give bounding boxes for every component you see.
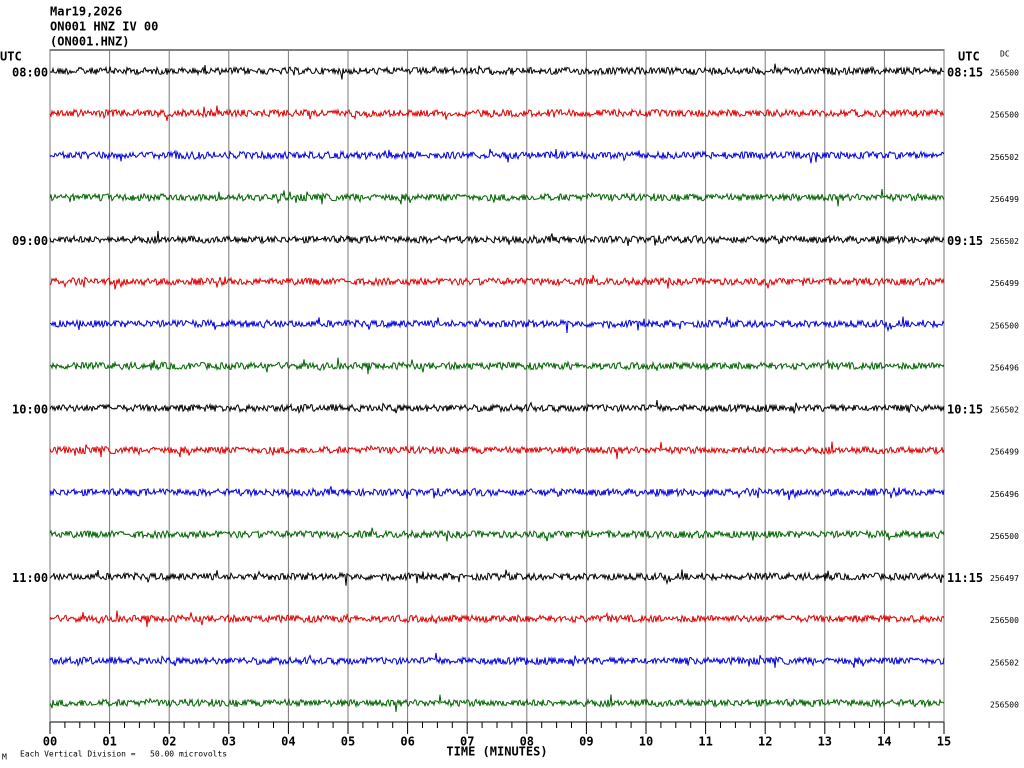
seismic-trace: [49, 148, 945, 164]
seismic-trace: [49, 652, 945, 668]
dc-label: DC: [1000, 50, 1010, 59]
dc-value: 256500: [990, 701, 1019, 710]
dc-value: 256499: [990, 279, 1019, 288]
row-start-time: 09:00: [12, 234, 48, 248]
x-tick-label: 12: [758, 735, 772, 749]
seismic-trace: [49, 230, 945, 246]
dc-value: 256496: [990, 490, 1019, 499]
x-tick-label: 09: [579, 735, 593, 749]
row-start-time: 10:00: [12, 403, 48, 417]
seismic-trace: [49, 441, 945, 460]
x-tick-label: 13: [818, 735, 832, 749]
seismic-trace: [49, 357, 945, 375]
seismic-trace: [49, 694, 945, 712]
x-tick-label: 01: [102, 735, 116, 749]
seismic-trace: [49, 105, 945, 121]
left-unit: UTC: [0, 50, 22, 64]
dc-value: 256497: [990, 574, 1019, 583]
seismic-trace: [49, 274, 945, 290]
x-tick-label: 00: [43, 735, 57, 749]
x-tick-label: 05: [341, 735, 355, 749]
x-tick-label: 03: [222, 735, 236, 749]
dc-value: 256496: [990, 363, 1019, 372]
seismic-trace: [49, 569, 945, 586]
row-end-time: 09:15: [947, 234, 983, 248]
seismic-trace: [49, 400, 945, 415]
row-end-time: 11:15: [947, 571, 983, 585]
seismic-trace: [49, 316, 945, 333]
x-tick-label: 04: [281, 735, 295, 749]
dc-value: 256502: [990, 153, 1019, 162]
plot-frame: [49, 49, 945, 723]
dc-value: 256499: [990, 195, 1019, 204]
x-tick-label: 07: [460, 735, 474, 749]
dc-value: 256502: [990, 406, 1019, 415]
dc-value: 256502: [990, 237, 1019, 246]
x-tick-label: 11: [698, 735, 712, 749]
header-line: Mar19,2026: [50, 5, 122, 19]
seismic-trace: [49, 486, 945, 501]
row-end-time: 10:15: [947, 403, 983, 417]
footer-text: Each Vertical Division = 50.00 microvolt…: [20, 750, 227, 759]
row-start-time: 11:00: [12, 571, 48, 585]
header-line: (ON001.HNZ): [50, 35, 129, 49]
dc-value: 256500: [990, 69, 1019, 78]
dc-value: 256500: [990, 321, 1019, 330]
x-tick-label: 15: [937, 735, 951, 749]
right-unit: UTC: [958, 50, 980, 64]
row-start-time: 08:00: [12, 66, 48, 80]
x-tick-label: 06: [400, 735, 414, 749]
seismic-trace: [49, 527, 945, 542]
x-tick-label: 14: [877, 735, 891, 749]
x-axis-label: TIME (MINUTES): [446, 745, 547, 759]
footer-mark: M: [2, 753, 7, 762]
seismic-trace: [49, 63, 945, 80]
header-line: ON001 HNZ IV 00: [50, 20, 158, 34]
x-tick-label: 10: [639, 735, 653, 749]
x-tick-label: 08: [520, 735, 534, 749]
dc-value: 256499: [990, 448, 1019, 457]
dc-value: 256500: [990, 532, 1019, 541]
seismic-trace: [49, 610, 945, 627]
dc-value: 256500: [990, 616, 1019, 625]
dc-value: 256502: [990, 658, 1019, 667]
dc-value: 256500: [990, 111, 1019, 120]
row-end-time: 08:15: [947, 66, 983, 80]
x-tick-label: 02: [162, 735, 176, 749]
seismic-trace: [49, 189, 945, 207]
